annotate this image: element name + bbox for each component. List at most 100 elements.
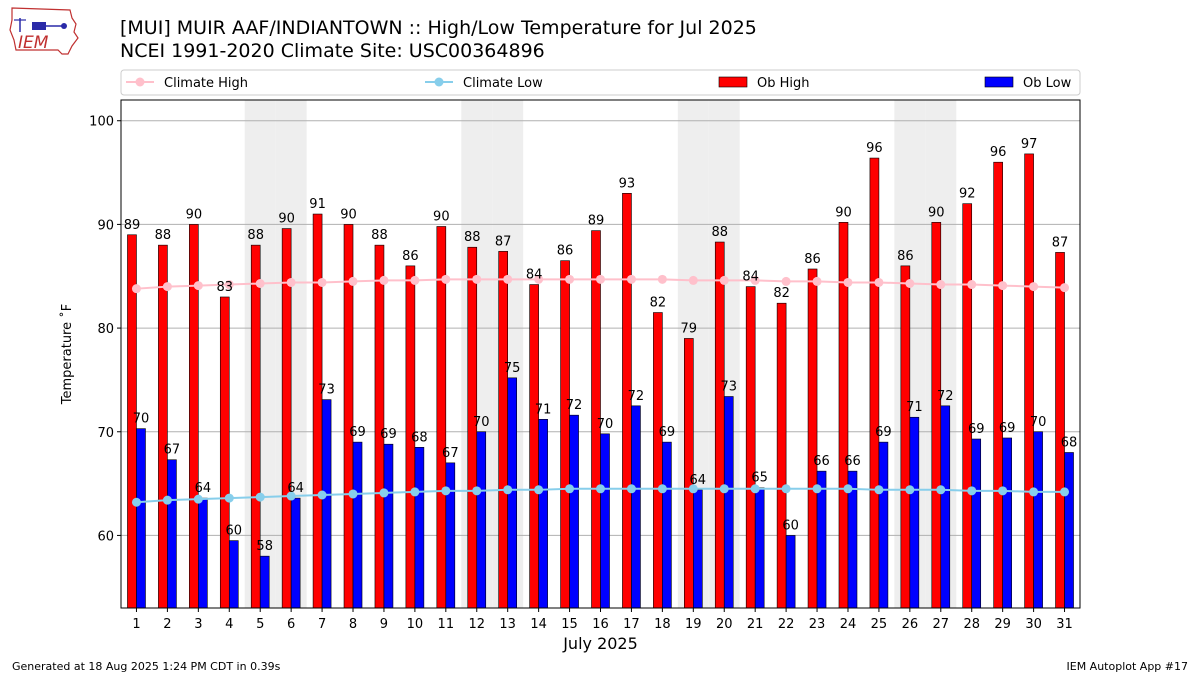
y-tick-label: 90	[97, 218, 114, 233]
climate-low-point	[317, 490, 327, 500]
x-tick-label: 2	[163, 617, 171, 632]
climate-high-point	[379, 275, 389, 285]
ob-low-label: 60	[782, 518, 799, 533]
ob-high-label: 88	[371, 228, 388, 243]
y-tick-label: 60	[97, 529, 114, 544]
x-tick-label: 13	[499, 617, 516, 632]
climate-low-point	[286, 491, 296, 501]
app-credit: IEM Autoplot App #17	[1066, 660, 1189, 673]
y-tick-label: 100	[89, 115, 114, 130]
x-tick-label: 22	[778, 617, 795, 632]
climate-low-point	[131, 497, 141, 507]
x-tick-label: 12	[468, 617, 485, 632]
climate-low-point	[998, 486, 1008, 496]
ob-low-label: 71	[535, 402, 552, 417]
ob-low-label: 71	[906, 400, 923, 415]
ob-high-bar	[900, 265, 911, 609]
climate-low-point	[596, 484, 605, 494]
x-tick-label: 25	[871, 617, 888, 632]
ob-high-bar	[653, 312, 663, 609]
ob-low-label: 72	[566, 398, 583, 413]
y-tick-label: 70	[97, 426, 114, 441]
climate-high-point	[1029, 282, 1039, 292]
climate-high-point	[596, 274, 605, 284]
ob-high-label: 84	[742, 270, 759, 285]
ob-low-bar	[414, 447, 425, 609]
ob-low-label: 64	[195, 481, 212, 496]
ob-low-label: 68	[1061, 435, 1078, 450]
x-tick-label: 28	[963, 617, 980, 632]
x-tick-label: 26	[902, 617, 919, 632]
ob-high-label: 89	[124, 218, 141, 233]
ob-high-label: 87	[1052, 235, 1069, 250]
ob-high-label: 90	[340, 207, 357, 222]
ob-low-label: 67	[164, 443, 181, 458]
x-tick-label: 3	[194, 617, 202, 632]
logo-text: IEM	[18, 33, 49, 53]
ob-low-bar	[940, 405, 951, 609]
ob-high-label: 89	[588, 214, 605, 229]
ob-low-label: 64	[287, 481, 304, 496]
ob-low-label: 58	[256, 539, 273, 554]
ob-low-bar	[383, 443, 394, 609]
climate-high-point	[905, 279, 915, 289]
ob-low-label: 73	[720, 380, 737, 395]
x-tick-label: 31	[1056, 617, 1073, 632]
climate-low-point	[812, 484, 822, 494]
x-tick-label: 9	[380, 617, 388, 632]
ob-high-label: 90	[928, 205, 945, 220]
ob-low-bar	[785, 535, 796, 609]
climate-high-point	[874, 277, 884, 287]
climate-high-point	[657, 274, 667, 284]
ob-high-bar	[931, 222, 942, 609]
ob-high-label: 86	[402, 249, 419, 264]
climate-high-point	[967, 280, 977, 290]
legend-ob-low-label: Ob Low	[1023, 76, 1072, 91]
x-tick-label: 20	[716, 617, 733, 632]
ob-low-label: 69	[999, 421, 1016, 436]
climate-low-point	[162, 495, 172, 505]
x-tick-label: 4	[225, 617, 233, 632]
legend-climate-low-label: Climate Low	[463, 76, 543, 91]
ob-low-bar	[445, 462, 456, 609]
iem-logo: IEM	[9, 7, 79, 55]
x-tick-label: 19	[685, 617, 702, 632]
ob-low-bar	[476, 431, 487, 609]
legend-ob-high-label: Ob High	[757, 76, 810, 91]
ob-high-label: 90	[835, 205, 852, 220]
x-tick-label: 10	[407, 617, 424, 632]
ob-low-bar	[198, 497, 208, 609]
y-tick-label: 80	[97, 322, 114, 337]
ob-low-bar	[662, 441, 672, 609]
x-tick-label: 5	[256, 617, 264, 632]
ob-high-label: 83	[217, 280, 234, 295]
ob-high-label: 96	[866, 141, 883, 156]
ob-high-bar	[745, 286, 756, 609]
climate-low-point	[688, 484, 698, 494]
ob-high-bar	[1024, 153, 1034, 609]
ob-low-label: 73	[318, 383, 335, 398]
climate-high-point	[534, 274, 544, 284]
x-tick-label: 29	[994, 617, 1011, 632]
climate-low-point	[1029, 487, 1039, 497]
ob-high-bar	[158, 244, 168, 609]
climate-low-point	[441, 486, 451, 496]
ob-low-bar	[1033, 431, 1043, 609]
climate-low-point	[626, 484, 636, 494]
climate-high-point	[503, 274, 513, 284]
ob-low-label: 60	[226, 524, 243, 539]
ob-high-bar	[498, 251, 508, 609]
ob-low-bar	[631, 405, 641, 609]
ob-high-bar	[869, 157, 880, 609]
ob-high-label: 90	[186, 207, 203, 222]
climate-high-point	[936, 280, 946, 290]
x-tick-label: 21	[747, 617, 764, 632]
climate-low-point	[534, 485, 544, 495]
ob-low-bar	[971, 438, 982, 609]
x-tick-label: 16	[592, 617, 609, 632]
ob-low-bar	[290, 497, 301, 609]
ob-high-bar	[219, 296, 230, 609]
chart-title: [MUI] MUIR AAF/INDIANTOWN :: High/Low Te…	[120, 17, 757, 39]
ob-low-label: 70	[597, 417, 614, 432]
